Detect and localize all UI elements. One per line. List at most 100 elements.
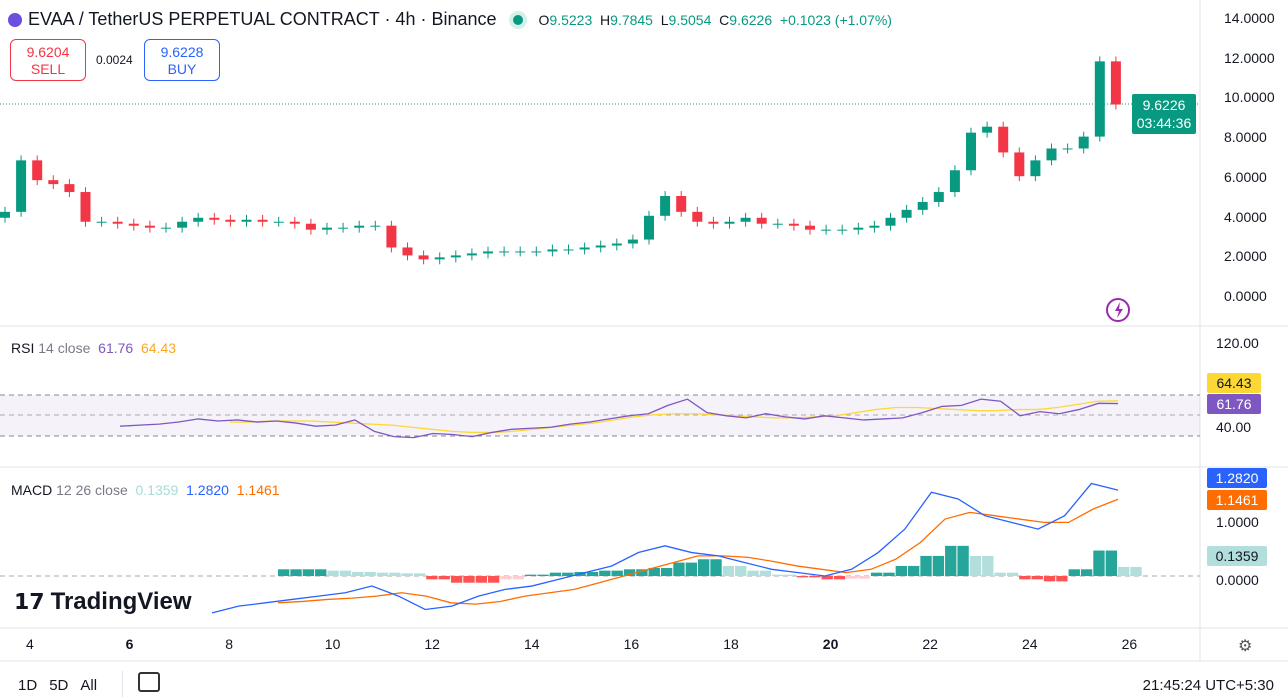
macd-histogram-bar	[525, 574, 537, 576]
sell-button[interactable]: 9.6204 SELL	[10, 39, 86, 81]
macd-histogram-bar	[1006, 572, 1019, 576]
candle	[338, 227, 349, 229]
macd-histogram-bar	[932, 555, 945, 576]
symbol-header: EVAA / TetherUS PERPETUAL CONTRACT · 4h …	[8, 9, 892, 30]
macd-histogram-bar	[512, 576, 525, 580]
candle	[917, 201, 928, 210]
macd-histogram-bar	[1056, 576, 1068, 582]
calendar-range-icon[interactable]	[138, 672, 160, 692]
candle	[434, 257, 445, 260]
macd-histogram-bar	[562, 572, 574, 576]
clock[interactable]: 21:45:24 UTC+5:30	[1142, 677, 1274, 694]
tradingview-logo[interactable]: 𝟭𝟳 TradingView	[14, 588, 192, 615]
price-axis-label: 2.0000	[1224, 248, 1267, 265]
candle	[756, 217, 767, 224]
candle	[933, 192, 944, 202]
candle	[370, 225, 381, 227]
time-axis[interactable]: 4 6 8 10 12 14 16 18 20 22 24 26	[0, 636, 1200, 654]
macd-histogram-bar	[488, 576, 500, 583]
rsi-legend[interactable]: RSI 14 close 61.76 64.43	[11, 340, 177, 356]
macd-histogram-bar	[660, 567, 673, 576]
lightning-icon[interactable]	[1106, 298, 1130, 322]
candle	[64, 184, 75, 193]
candle	[1062, 148, 1073, 150]
macd-legend[interactable]: MACD 12 26 close 0.1359 1.2820 1.1461	[11, 482, 280, 498]
range-all[interactable]: All	[80, 677, 98, 694]
price-axis-label: 14.0000	[1224, 10, 1275, 26]
time-axis-label: 26	[1121, 636, 1138, 652]
candle	[805, 225, 815, 230]
macd-histogram-bar	[1093, 550, 1105, 576]
macd-histogram-bar	[883, 572, 895, 576]
candle	[128, 223, 139, 226]
macd-histogram-bar	[549, 572, 562, 576]
macd-histogram-bar	[858, 576, 870, 579]
candle	[48, 180, 59, 185]
macd-histogram-bar	[722, 565, 735, 576]
candle	[386, 225, 397, 248]
macd-histogram-bar	[389, 572, 401, 576]
candle	[193, 217, 204, 222]
macd-histogram-bar	[969, 555, 982, 576]
candle	[644, 215, 654, 240]
macd-histogram-bar	[1118, 566, 1130, 576]
candle	[1078, 136, 1089, 149]
macd-histogram-bar	[685, 562, 697, 576]
candle	[483, 251, 493, 254]
macd-histogram-bar	[895, 565, 907, 576]
candle	[80, 192, 91, 222]
macd-axis-1: 1.0000	[1216, 514, 1259, 530]
candle	[1046, 148, 1057, 161]
candle	[563, 249, 574, 251]
rsi-ma-line	[230, 400, 1119, 434]
macd-histogram-bar	[796, 576, 809, 578]
candle	[627, 239, 638, 244]
candle	[724, 221, 735, 224]
candle	[901, 209, 912, 218]
candle	[257, 219, 268, 222]
macd-histogram-bar	[586, 571, 599, 576]
price-axis[interactable]: 14.0000 12.0000 10.0000 8.0000 6.0000 4.0000 2…	[1208, 10, 1288, 310]
candle	[1094, 61, 1105, 137]
candle	[595, 245, 606, 248]
candle	[305, 223, 316, 230]
macd-histogram-bar	[1105, 550, 1117, 576]
rsi-pane	[119, 398, 1119, 439]
range-5d[interactable]: 5D	[49, 677, 69, 694]
candle	[466, 253, 477, 256]
macd-histogram-bar	[833, 576, 846, 580]
range-1d[interactable]: 1D	[18, 677, 38, 694]
macd-histogram-bar	[426, 576, 438, 580]
buy-button[interactable]: 9.6228 BUY	[144, 39, 220, 81]
candle	[499, 251, 510, 253]
candle	[708, 221, 719, 224]
time-axis-label: 10	[324, 636, 341, 652]
macd-histogram-bar	[821, 576, 833, 580]
macd-histogram-bar	[475, 576, 487, 583]
candle	[273, 221, 284, 223]
candle	[0, 211, 10, 218]
candle	[16, 160, 27, 212]
symbol-title[interactable]: EVAA / TetherUS PERPETUAL CONTRACT · 4h …	[28, 9, 497, 29]
time-axis-label: 16	[623, 636, 640, 652]
settings-gear-icon[interactable]: ⚙	[1238, 638, 1253, 655]
candle	[949, 170, 960, 193]
candle	[1030, 160, 1041, 177]
hist-value-tag: 0.1359	[1207, 546, 1267, 566]
macd-histogram-bar	[982, 555, 994, 576]
coin-logo-icon	[8, 12, 22, 27]
price-axis-label: 6.0000	[1224, 168, 1267, 185]
candle	[354, 225, 365, 228]
price-axis-label: 8.0000	[1224, 129, 1267, 146]
candle	[289, 221, 300, 224]
price-axis-label: 0.0000	[1224, 287, 1267, 304]
macd-histogram-bar	[376, 572, 389, 576]
macd-histogram-bar	[611, 570, 623, 576]
last-price-tag: 9.6226 03:44:36	[1132, 94, 1196, 134]
rsi-value-tag: 61.76	[1207, 394, 1261, 414]
time-axis-label: 6	[125, 636, 134, 652]
macd-histogram-bar	[1080, 569, 1093, 576]
time-axis-label: 24	[1022, 636, 1038, 652]
macd-histogram-bar	[945, 545, 957, 576]
